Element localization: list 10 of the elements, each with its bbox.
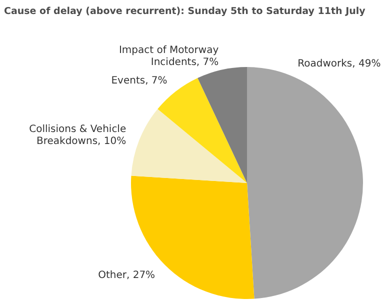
chart-title: Cause of delay (above recurrent): Sunday 5th to Saturday 11th July <box>4 6 366 17</box>
slice-label: Events, 7% <box>111 75 168 86</box>
slice-label: Impact of Motorway Incidents, 7% <box>118 44 219 68</box>
pie-slice <box>247 67 363 299</box>
pie-slice <box>198 67 247 183</box>
pie-slice <box>131 176 254 299</box>
slice-label: Other, 27% <box>98 270 156 281</box>
slice-label: Collisions & Vehicle Breakdowns, 10% <box>29 124 126 147</box>
pie-slice <box>131 109 247 183</box>
slice-label: Roadworks, 49% <box>298 58 381 69</box>
